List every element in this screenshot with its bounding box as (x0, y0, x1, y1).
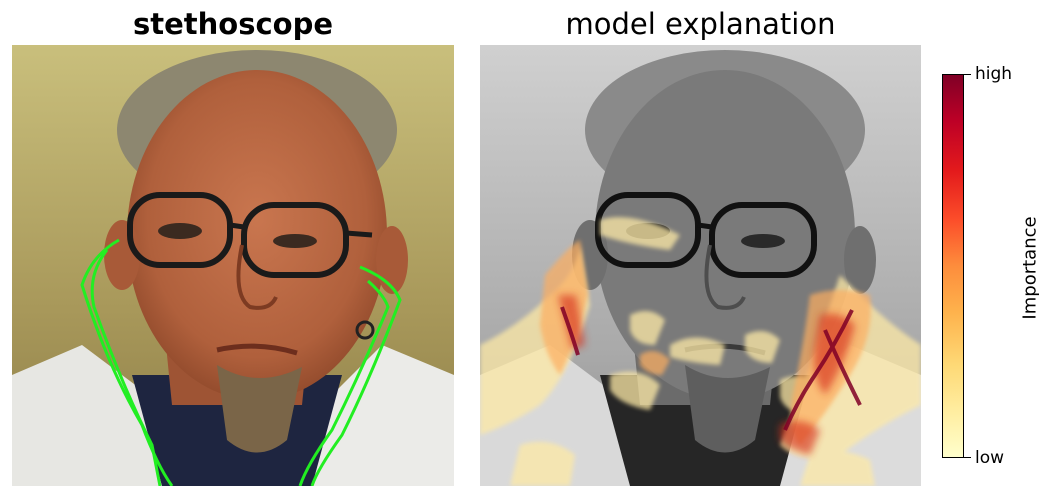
colorbar-high-label: high (975, 64, 1013, 84)
left-panel-title: stethoscope (132, 7, 334, 41)
original-photo (12, 45, 454, 486)
colorbar-tick-low (964, 457, 971, 458)
explanation-image-panel (480, 45, 921, 486)
colorbar-tick-high (964, 74, 971, 75)
right-panel-title: model explanation (565, 7, 836, 41)
colorbar-axis-label: Importance (1019, 216, 1041, 320)
importance-colorbar (942, 74, 964, 458)
explanation-heatmap-photo (480, 45, 921, 486)
colorbar-low-label: low (975, 448, 1005, 468)
importance-overlay (480, 217, 921, 486)
original-image-panel (12, 45, 454, 486)
stethoscope-outline (80, 238, 402, 486)
